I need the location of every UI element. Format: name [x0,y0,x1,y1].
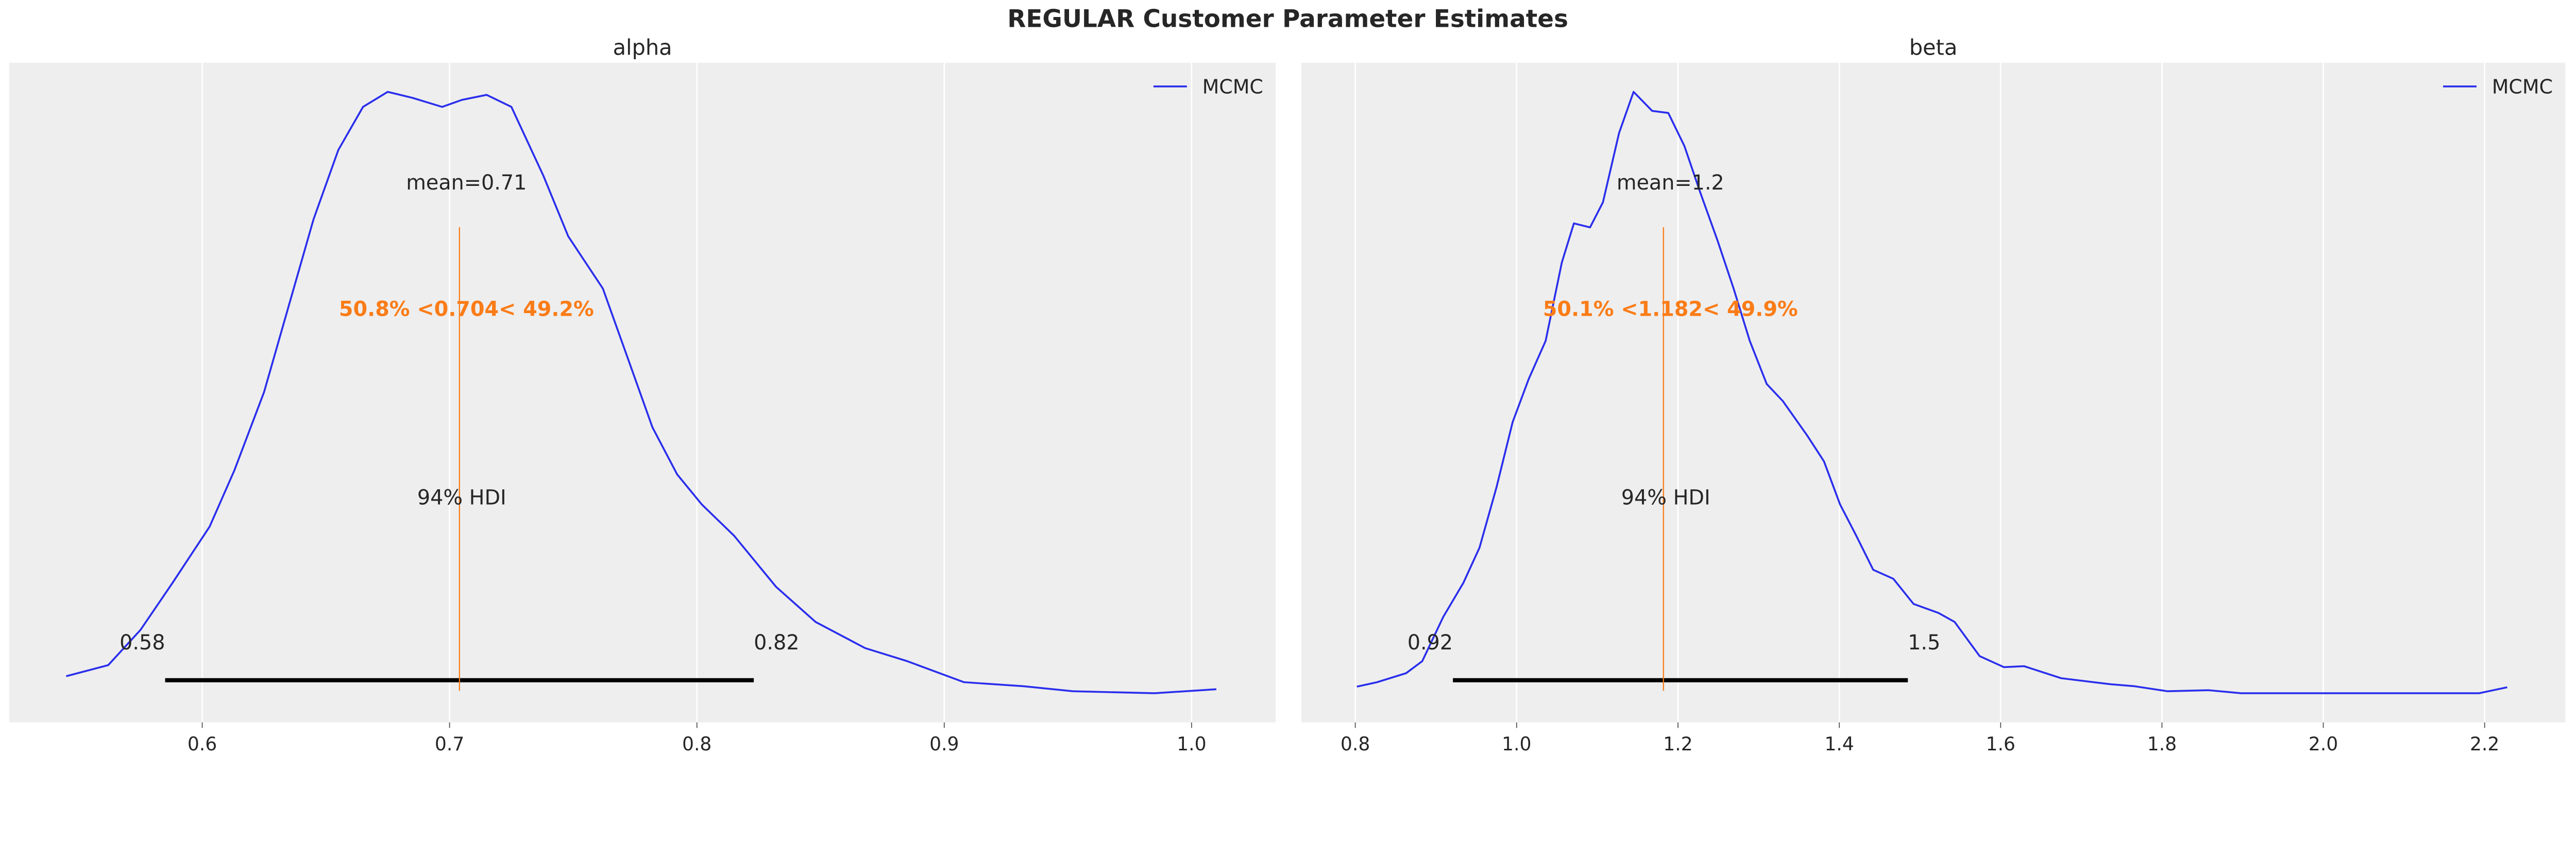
hdi-lower-label: 0.92 [1408,631,1453,655]
x-tick-label: 1.6 [1986,733,2015,755]
hdi-label: 94% HDI [417,486,506,510]
x-tick-label: 0.9 [929,733,959,755]
panel-title: beta [1909,35,1958,60]
figure-title: REGULAR Customer Parameter Estimates [1007,5,1568,33]
x-tick-label: 1.4 [1824,733,1854,755]
kde-curve [66,91,1217,694]
x-tick-label: 1.0 [1502,733,1531,755]
plot-area [9,62,1276,723]
x-tick-label: 1.8 [2147,733,2177,755]
legend-label: MCMC [1202,75,1263,98]
x-tick-label: 0.8 [682,733,711,755]
hdi-upper-label: 0.82 [754,631,799,655]
x-tick-label: 0.8 [1341,733,1370,755]
x-tick-label: 2.0 [2309,733,2338,755]
panel-title: alpha [613,35,672,60]
plot-area [1301,62,2566,723]
x-tick-label: 1.0 [1177,733,1206,755]
x-tick-label: 2.2 [2470,733,2499,755]
figure: REGULAR Customer Parameter Estimates alp… [9,5,2566,755]
panel-alpha: alpha 0.6 0.7 0.8 0.9 1.0 0.58 0.82 mean=0.71 50.… [9,35,1276,755]
x-tick-label: 0.7 [435,733,464,755]
mean-label: mean=1.2 [1617,171,1724,195]
hdi-label: 94% HDI [1621,486,1710,510]
mean-label: mean=0.71 [406,171,527,195]
hdi-upper-label: 1.5 [1908,631,1940,655]
hdi-lower-label: 0.58 [120,631,165,655]
reference-label: 50.1% <1.182< 49.9% [1543,297,1798,321]
kde-curve [1357,91,2507,694]
panel-beta: beta 0.8 1.0 1.2 1.4 1.6 1.8 2.0 2.2 0.92 1.5 mean=… [1301,35,2566,755]
reference-label: 50.8% <0.704< 49.2% [339,297,594,321]
legend-label: MCMC [2492,75,2553,98]
x-tick-label: 0.6 [188,733,217,755]
x-tick-label: 1.2 [1663,733,1692,755]
